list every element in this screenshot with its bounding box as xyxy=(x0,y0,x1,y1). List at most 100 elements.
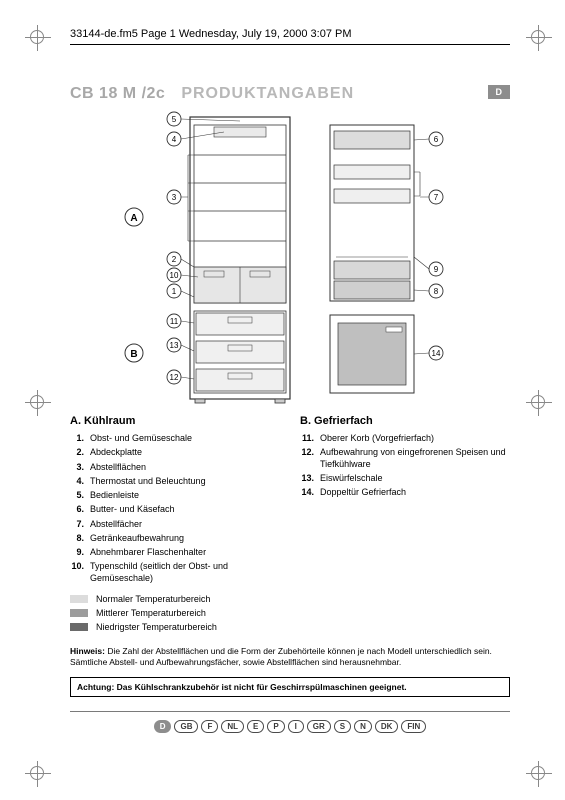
svg-text:10: 10 xyxy=(170,271,179,280)
legend-label: Mittlerer Temperaturbereich xyxy=(96,608,206,618)
lang-pill-dk[interactable]: DK xyxy=(375,720,399,733)
svg-text:14: 14 xyxy=(432,349,441,358)
item-number: 2. xyxy=(70,447,84,458)
svg-text:12: 12 xyxy=(170,373,179,382)
list-item: 13. Eiswürfelschale xyxy=(300,473,510,484)
list-item: 2. Abdeckplatte xyxy=(70,447,280,458)
item-text: Abstellfächer xyxy=(90,519,280,530)
lang-pill-s[interactable]: S xyxy=(334,720,351,733)
list-item: 1. Obst- und Gemüseschale xyxy=(70,433,280,444)
list-item: 9.Abnehmbarer Flaschenhalter xyxy=(70,547,280,558)
svg-text:2: 2 xyxy=(172,255,177,264)
item-number: 13. xyxy=(300,473,314,484)
crop-mark xyxy=(30,395,44,409)
section-a-title: A. Kühlraum xyxy=(70,415,280,427)
diagram-area: AB5432101111312679814 xyxy=(70,109,510,409)
svg-text:9: 9 xyxy=(434,265,439,274)
legend: Normaler Temperaturbereich Mittlerer Temp… xyxy=(70,594,280,632)
footer-rule xyxy=(70,711,510,712)
list-item: 12. Aufbewahrung von eingefrorenen Speise… xyxy=(300,447,510,470)
list-item: 5. Bedienleiste xyxy=(70,490,280,501)
lang-pill-nl[interactable]: NL xyxy=(221,720,244,733)
page-title: PRODUKTANGABEN xyxy=(181,85,354,103)
section-a: A. Kühlraum 1. Obst- und Gemüseschale 2. Ab… xyxy=(70,415,280,636)
item-text: Aufbewahrung von eingefrorenen Speisen u… xyxy=(320,447,510,470)
page-content: 33144-de.fm5 Page 1 Wednesday, July 19, … xyxy=(70,28,510,733)
svg-text:7: 7 xyxy=(434,193,439,202)
svg-text:8: 8 xyxy=(434,287,439,296)
legend-label: Niedrigster Temperaturbereich xyxy=(96,622,217,632)
item-text: Eiswürfelschale xyxy=(320,473,510,484)
item-number: 7. xyxy=(70,519,84,530)
lang-pill-e[interactable]: E xyxy=(247,720,264,733)
crop-mark xyxy=(30,766,44,780)
lang-badge: D xyxy=(488,85,511,99)
warning-box: Achtung: Das Kühlschrankzubehör ist nich… xyxy=(70,677,510,697)
file-header: 33144-de.fm5 Page 1 Wednesday, July 19, … xyxy=(70,28,510,40)
item-text: Abdeckplatte xyxy=(90,447,280,458)
legend-swatch xyxy=(70,609,88,617)
item-number: 1. xyxy=(70,433,84,444)
svg-text:A: A xyxy=(130,213,137,224)
item-text: Oberer Korb (Vorgefrierfach) xyxy=(320,433,510,444)
legend-row: Niedrigster Temperaturbereich xyxy=(70,622,280,632)
legend-row: Normaler Temperaturbereich xyxy=(70,594,280,604)
item-text: Doppeltür Gefrierfach xyxy=(320,487,510,498)
lang-pill-p[interactable]: P xyxy=(267,720,284,733)
legend-label: Normaler Temperaturbereich xyxy=(96,594,210,604)
product-diagram: AB5432101111312679814 xyxy=(70,109,510,409)
item-number: 5. xyxy=(70,490,84,501)
list-item: 6.Butter- und Käsefach xyxy=(70,504,280,515)
note-text: Die Zahl der Abstellflächen und die Form… xyxy=(70,646,492,667)
header-rule xyxy=(70,44,510,45)
item-number: 12. xyxy=(300,447,314,470)
item-number: 3. xyxy=(70,462,84,473)
svg-text:5: 5 xyxy=(172,115,177,124)
section-b: B. Gefrierfach 11. Oberer Korb (Vorgefrie… xyxy=(300,415,510,636)
lang-pill-fin[interactable]: FIN xyxy=(401,720,426,733)
list-item: 3. Abstellflächen xyxy=(70,462,280,473)
list-item: 10. Typenschild (seitlich der Obst- und G… xyxy=(70,561,280,584)
svg-text:B: B xyxy=(130,349,137,360)
list-item: 14. Doppeltür Gefrierfach xyxy=(300,487,510,498)
title-row: CB 18 M /2c PRODUKTANGABEN D xyxy=(70,85,510,103)
item-text: Getränkeaufbewahrung xyxy=(90,533,280,544)
lang-pill-gr[interactable]: GR xyxy=(307,720,331,733)
list-item: 8.Getränkeaufbewahrung xyxy=(70,533,280,544)
sections: A. Kühlraum 1. Obst- und Gemüseschale 2. Ab… xyxy=(70,415,510,636)
item-text: Typenschild (seitlich der Obst- und Gemü… xyxy=(90,561,280,584)
svg-text:13: 13 xyxy=(170,341,179,350)
model-code: CB 18 M /2c xyxy=(70,85,165,103)
item-text: Thermostat und Beleuchtung xyxy=(90,476,280,487)
crop-mark xyxy=(531,30,545,44)
lang-pill-n[interactable]: N xyxy=(354,720,372,733)
item-number: 14. xyxy=(300,487,314,498)
lang-pill-gb[interactable]: GB xyxy=(174,720,198,733)
legend-swatch xyxy=(70,623,88,631)
item-number: 4. xyxy=(70,476,84,487)
crop-mark xyxy=(531,766,545,780)
svg-text:4: 4 xyxy=(172,135,177,144)
language-strip: DGBFNLEPIGRSNDKFIN xyxy=(70,720,510,733)
item-number: 11. xyxy=(300,433,314,444)
item-text: Bedienleiste xyxy=(90,490,280,501)
section-b-title: B. Gefrierfach xyxy=(300,415,510,427)
item-text: Abnehmbarer Flaschenhalter xyxy=(90,547,280,558)
lang-pill-d[interactable]: D xyxy=(154,720,172,733)
lang-pill-f[interactable]: F xyxy=(201,720,218,733)
list-item: 4. Thermostat und Beleuchtung xyxy=(70,476,280,487)
note-bold: Hinweis: xyxy=(70,646,105,656)
crop-mark xyxy=(531,395,545,409)
item-text: Abstellflächen xyxy=(90,462,280,473)
svg-text:11: 11 xyxy=(170,317,179,326)
legend-row: Mittlerer Temperaturbereich xyxy=(70,608,280,618)
list-item: 11. Oberer Korb (Vorgefrierfach) xyxy=(300,433,510,444)
item-number: 10. xyxy=(70,561,84,584)
svg-text:6: 6 xyxy=(434,135,439,144)
list-item: 7. Abstellfächer xyxy=(70,519,280,530)
crop-mark xyxy=(30,30,44,44)
item-text: Obst- und Gemüseschale xyxy=(90,433,280,444)
legend-swatch xyxy=(70,595,88,603)
lang-pill-i[interactable]: I xyxy=(288,720,304,733)
item-number: 6. xyxy=(70,504,84,515)
